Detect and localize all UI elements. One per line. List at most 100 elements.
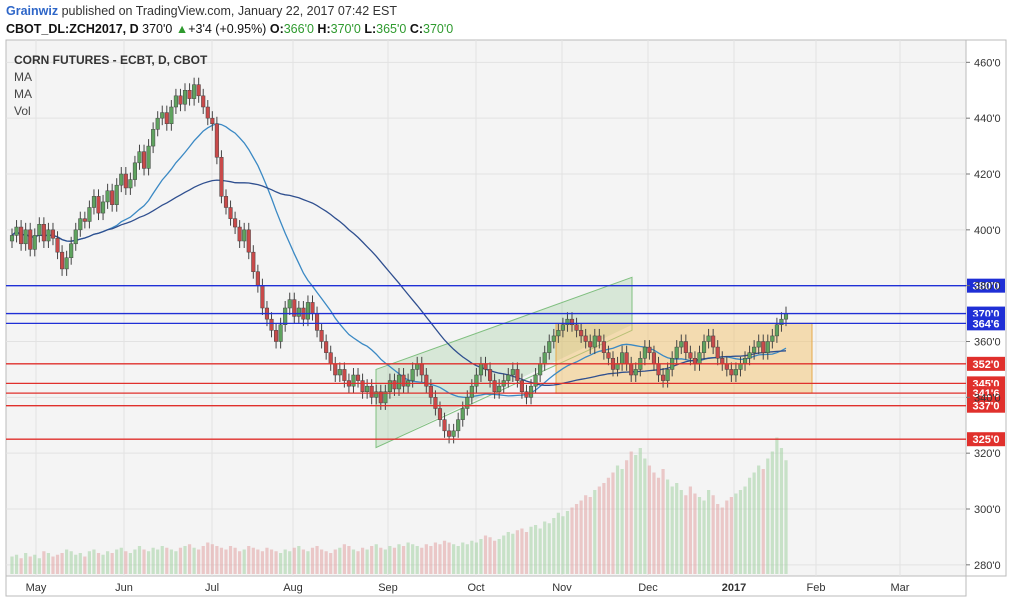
candle[interactable] — [729, 369, 734, 376]
time-axis[interactable] — [5, 575, 967, 597]
candle[interactable] — [132, 162, 137, 180]
candle[interactable] — [733, 369, 738, 376]
candle[interactable] — [779, 318, 784, 325]
candle[interactable] — [187, 90, 192, 99]
candle[interactable] — [91, 196, 97, 208]
candle[interactable] — [569, 318, 575, 325]
candle[interactable] — [474, 374, 479, 387]
candle[interactable] — [14, 226, 19, 236]
candle[interactable] — [69, 243, 74, 259]
candle[interactable] — [579, 330, 584, 337]
candle[interactable] — [23, 229, 28, 245]
candle[interactable] — [720, 358, 725, 365]
candle[interactable] — [460, 408, 465, 420]
candle[interactable] — [233, 218, 238, 228]
candle[interactable] — [629, 363, 634, 376]
candle[interactable] — [415, 363, 420, 370]
legend-volume[interactable]: Vol — [14, 104, 31, 118]
candle[interactable] — [442, 419, 447, 432]
candle[interactable] — [565, 318, 570, 325]
candle[interactable] — [396, 374, 402, 390]
candle[interactable] — [205, 106, 210, 119]
candle[interactable] — [665, 369, 670, 381]
candle[interactable] — [428, 385, 433, 398]
candle[interactable] — [492, 380, 497, 393]
candle[interactable] — [715, 346, 720, 359]
candle[interactable] — [314, 313, 320, 331]
candle[interactable] — [383, 391, 388, 404]
candle[interactable] — [697, 352, 702, 365]
legend-ma-short[interactable]: MA — [14, 70, 32, 84]
candle[interactable] — [688, 352, 693, 359]
candle[interactable] — [296, 307, 301, 317]
candle[interactable] — [337, 369, 342, 376]
candle[interactable] — [60, 251, 65, 270]
candle[interactable] — [155, 117, 160, 130]
candle[interactable] — [9, 235, 15, 242]
candle[interactable] — [624, 352, 629, 365]
candle[interactable] — [528, 385, 534, 398]
candle[interactable] — [469, 385, 474, 398]
candle[interactable] — [41, 224, 46, 242]
candle[interactable] — [192, 84, 197, 99]
candle[interactable] — [488, 369, 493, 381]
candle[interactable] — [592, 335, 597, 348]
candle[interactable] — [761, 341, 766, 353]
candle[interactable] — [269, 318, 274, 331]
candle[interactable] — [278, 324, 283, 342]
candle[interactable] — [547, 341, 552, 353]
candle[interactable] — [319, 330, 324, 342]
candle[interactable] — [164, 112, 169, 125]
candle[interactable] — [620, 352, 625, 365]
candle[interactable] — [752, 346, 757, 353]
candle[interactable] — [542, 352, 547, 365]
candle[interactable] — [556, 330, 561, 337]
candle[interactable] — [101, 201, 106, 214]
candle[interactable] — [433, 397, 438, 409]
candle[interactable] — [214, 123, 219, 158]
candle[interactable] — [305, 302, 310, 320]
candle[interactable] — [506, 374, 511, 381]
candle[interactable] — [105, 190, 110, 203]
candle[interactable] — [478, 363, 484, 376]
candle[interactable] — [633, 369, 638, 376]
candle[interactable] — [597, 335, 602, 342]
candle[interactable] — [692, 358, 697, 365]
candle[interactable] — [46, 229, 51, 242]
candle[interactable] — [55, 237, 60, 253]
candle[interactable] — [310, 302, 315, 314]
candle[interactable] — [365, 385, 370, 392]
candle[interactable] — [756, 341, 761, 348]
candle[interactable] — [201, 95, 206, 108]
candle[interactable] — [378, 391, 383, 404]
candle[interactable] — [219, 157, 224, 197]
candle[interactable] — [87, 207, 92, 222]
candle[interactable] — [497, 385, 502, 392]
candle[interactable] — [151, 129, 156, 147]
candle[interactable] — [606, 352, 611, 359]
candle[interactable] — [583, 335, 588, 342]
candle[interactable] — [160, 112, 165, 119]
candle[interactable] — [64, 257, 69, 270]
candle[interactable] — [706, 335, 711, 342]
candle[interactable] — [410, 369, 415, 381]
candle[interactable] — [251, 251, 256, 272]
candle[interactable] — [515, 369, 520, 381]
candle[interactable] — [437, 408, 443, 420]
candle[interactable] — [128, 179, 133, 189]
candle[interactable] — [783, 313, 789, 320]
candle[interactable] — [283, 307, 288, 325]
candle[interactable] — [574, 324, 579, 331]
candle[interactable] — [615, 363, 620, 370]
candle[interactable] — [96, 196, 101, 214]
author-name[interactable]: Grainwiz — [6, 4, 59, 18]
candle[interactable] — [601, 341, 606, 353]
candle[interactable] — [178, 95, 183, 105]
candle[interactable] — [255, 271, 260, 286]
candle[interactable] — [260, 285, 265, 309]
candle[interactable] — [119, 173, 124, 186]
candle[interactable] — [538, 363, 543, 376]
candle[interactable] — [333, 363, 338, 376]
candle[interactable] — [656, 363, 661, 376]
plot-area[interactable] — [5, 39, 967, 577]
